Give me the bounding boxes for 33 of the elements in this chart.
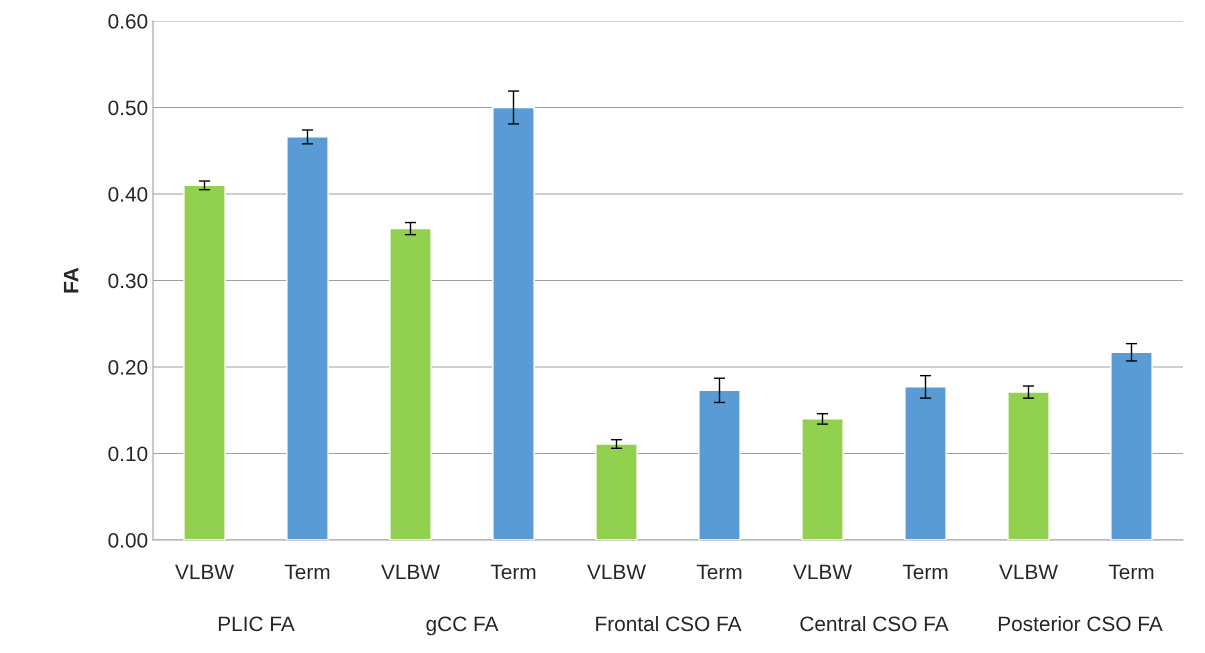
text: Term: [902, 564, 948, 580]
text: Term: [490, 564, 536, 580]
series-label: Term: [284, 564, 330, 580]
x-tick-label: PLIC FA: [218, 616, 295, 632]
y-tick-label: 0.10: [108, 446, 148, 462]
text: VLBW: [175, 564, 234, 580]
bar: [801, 418, 844, 540]
bar: [1007, 391, 1050, 540]
text: VLBW: [381, 564, 440, 580]
y-tick-label: 0.00: [108, 533, 148, 548]
x-tick-label: Central CSO FA: [800, 615, 949, 632]
bar: [183, 184, 226, 540]
bar: [389, 227, 432, 540]
series-label: VLBW: [587, 564, 646, 580]
text: VLBW: [793, 564, 852, 580]
y-axis-title: FA: [63, 267, 79, 293]
text: VLBW: [999, 564, 1058, 580]
x-tick-label: gCC FA: [426, 616, 499, 636]
bar: [286, 136, 329, 540]
bar: [1110, 351, 1153, 540]
bar: [698, 389, 741, 540]
y-tick-label: 0.30: [108, 273, 148, 289]
x-tick-label: Frontal CSO FA: [596, 615, 742, 632]
x-tick-label: Posterior CSO FA: [998, 615, 1163, 632]
y-tick-label: 0.20: [108, 360, 148, 375]
text: Term: [1108, 564, 1154, 580]
text: Term: [696, 564, 742, 580]
y-tick-label: 0.60: [108, 14, 148, 29]
bar: [904, 386, 947, 540]
bar: [492, 106, 535, 540]
bar: [595, 443, 638, 540]
y-tick-label: 0.40: [108, 187, 148, 202]
y-tick-label: 0.50: [108, 100, 148, 116]
